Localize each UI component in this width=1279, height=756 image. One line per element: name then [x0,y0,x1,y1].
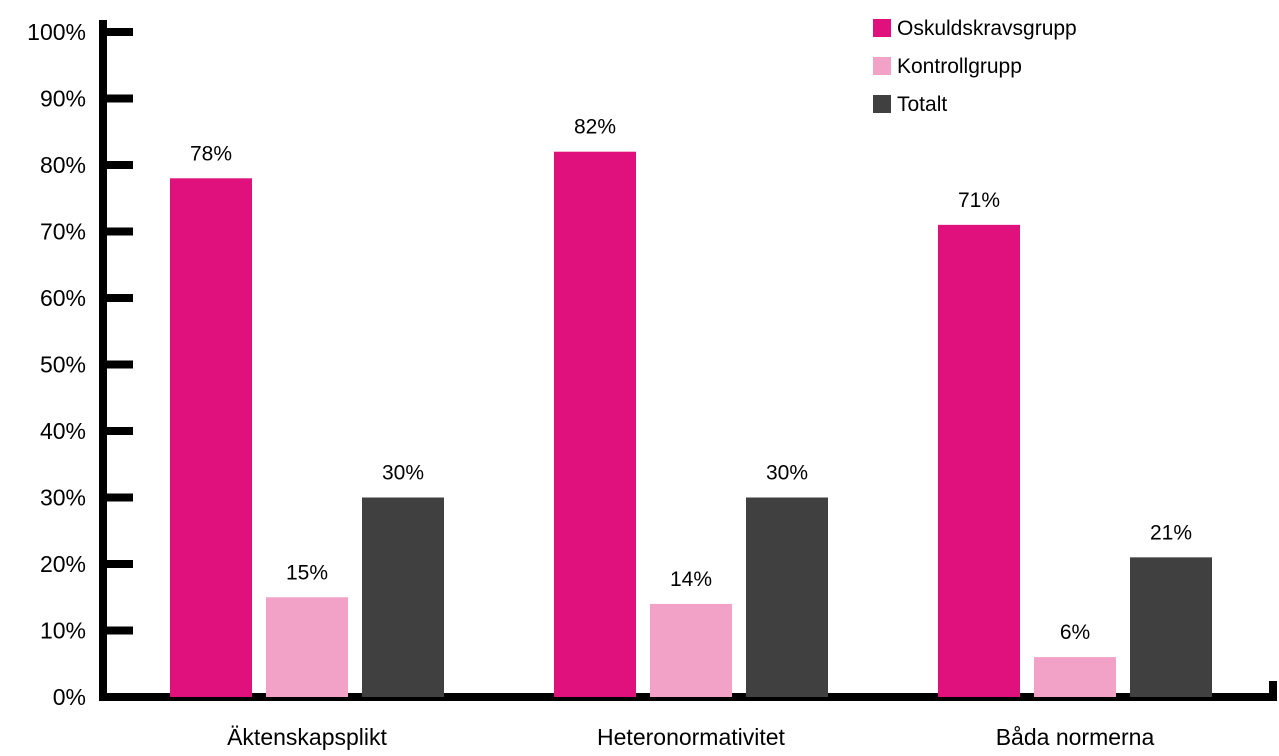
category-label: Heteronormativitet [597,724,786,750]
y-tick-label: 60% [40,285,86,311]
y-axis: 0% 10% 20% 30% 40% 50% 60% 70% 80% 90% 100% [27,19,133,710]
category-label: Båda normerna [996,724,1155,750]
bar [1130,557,1212,697]
bar-value-label: 71% [958,189,1000,212]
y-tick-label: 80% [40,152,86,178]
legend-swatch [873,19,891,37]
bar-value-label: 82% [574,116,616,139]
bar-value-label: 6% [1060,621,1090,644]
bar [1034,657,1116,697]
bar-value-label: 30% [766,462,808,485]
legend-label: Kontrollgrupp [897,55,1022,78]
bar-value-label: 30% [382,462,424,485]
y-tick-label: 50% [40,352,86,378]
y-tick-label: 70% [40,219,86,245]
bar [746,497,828,697]
y-tick-label: 0% [53,684,86,710]
bar [938,224,1020,697]
bar [554,151,636,697]
bar [650,603,732,697]
bar-value-label: 15% [286,561,328,584]
bars: 78% 82% 71% 15% 14% 6% 30% 30% 21% [170,116,1212,698]
y-tick-label: 40% [40,418,86,444]
y-tick-label: 20% [40,551,86,577]
y-tick-label: 30% [40,485,86,511]
bar-value-label: 78% [190,142,232,165]
bar [266,597,348,697]
legend-label: Totalt [897,93,947,116]
y-tick-label: 100% [27,19,86,45]
bar-value-label: 14% [670,568,712,591]
legend-label: Oskuldskravsgrupp [897,17,1077,40]
legend-swatch [873,95,891,113]
bar [170,178,252,698]
legend-swatch [873,57,891,75]
bar [362,497,444,697]
bar-value-label: 21% [1150,521,1192,544]
category-label: Äktenskapsplikt [227,724,387,750]
y-tick-label: 90% [40,86,86,112]
y-tick-label: 10% [40,618,86,644]
legend: Oskuldskravsgrupp Kontrollgrupp Totalt [873,17,1077,116]
